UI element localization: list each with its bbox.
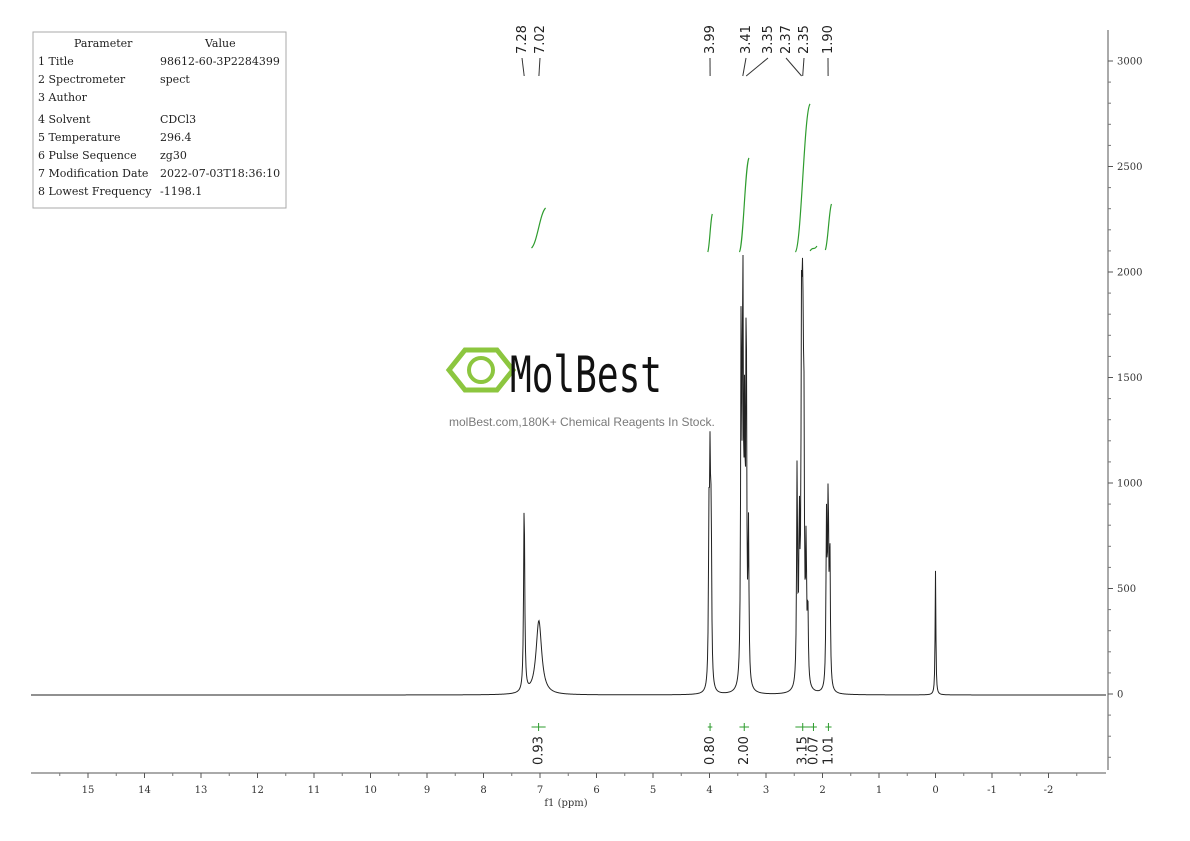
integral-value-label: 0.80	[703, 736, 718, 765]
x-tick-label: 10	[364, 785, 377, 796]
parameter-row-value: 296.4	[160, 131, 192, 144]
parameter-row-value: -1198.1	[160, 185, 202, 198]
integral-curve	[738, 157, 750, 253]
integral-value-label: 0.07	[806, 736, 821, 765]
x-tick-label: 4	[706, 785, 712, 796]
parameter-row-label: 2 Spectrometer	[38, 73, 126, 86]
parameter-row-label: 4 Solvent	[38, 113, 91, 126]
integral-curve	[794, 103, 811, 253]
parameter-rows: 1 Title 98612-60-3P2284399 2 Spectrometer s…	[38, 55, 280, 198]
parameter-header: Parameter	[74, 37, 133, 50]
x-tick-label: 7	[537, 785, 543, 796]
integral-curve	[809, 245, 818, 252]
spectrum-trace	[31, 254, 1106, 696]
integral-value-label: 1.01	[821, 736, 836, 765]
x-tick-label: -1	[987, 785, 997, 796]
benzene-logo-icon	[445, 347, 517, 393]
peak-label: 7.28	[515, 25, 530, 54]
watermark-tagline: molBest.com,180K+ Chemical Reagents In S…	[449, 415, 715, 429]
integral-labels: 0.93 0.80 2.00 3.150.07 1.01	[531, 723, 836, 765]
parameter-table: Parameter Value 1 Title 98612-60-3P228439…	[32, 31, 287, 209]
peak-label: 3.35	[761, 25, 776, 54]
x-tick-label: 1	[876, 785, 882, 796]
integral-curve	[531, 207, 547, 249]
y-tick-label: 1500	[1117, 373, 1142, 384]
y-tick-label: 1000	[1117, 479, 1142, 490]
x-tick-label: 2	[819, 785, 825, 796]
peak-label: 7.02	[533, 25, 548, 54]
y-tick-label: 2500	[1117, 162, 1142, 173]
parameter-row-label: 1 Title	[38, 55, 74, 68]
x-tick-label: 12	[251, 785, 264, 796]
peak-label-leader	[521, 57, 525, 77]
x-tick-label: -2	[1044, 785, 1054, 796]
peak-label: 3.99	[703, 25, 718, 54]
peak-label-leader	[538, 57, 541, 77]
parameter-row-value: spect	[160, 73, 190, 86]
y-tick-label: 2000	[1117, 268, 1142, 279]
y-axis: 0 500 1000 1500 2000 2500 3000	[1107, 30, 1142, 770]
x-tick-label: 15	[82, 785, 95, 796]
peak-label: 1.90	[821, 25, 836, 54]
y-tick-label: 0	[1117, 690, 1123, 701]
peak-label: 2.35	[797, 25, 812, 54]
parameter-row-label: 3 Author	[38, 91, 88, 104]
parameter-row-value: 98612-60-3P2284399	[160, 55, 280, 68]
x-tick-label: 3	[763, 785, 769, 796]
parameter-row-value: zg30	[160, 149, 187, 162]
integral-value-label: 0.93	[532, 736, 547, 765]
value-header: Value	[204, 37, 236, 50]
x-axis-ticks: 15 14 13 12 11 10 9 8 7 6 5 4 3 2 1 0 -1 -2	[59, 773, 1078, 796]
x-tick-label: 8	[480, 785, 486, 796]
peak-label-leader	[785, 57, 802, 77]
parameter-row-value: CDCl3	[160, 113, 196, 126]
x-tick-label: 9	[424, 785, 430, 796]
integral-curve	[824, 203, 833, 251]
integral-curves	[531, 103, 833, 253]
y-tick-label: 500	[1117, 584, 1136, 595]
peak-label-leader	[745, 57, 769, 77]
x-tick-label: 6	[593, 785, 599, 796]
parameter-row-label: 6 Pulse Sequence	[38, 149, 137, 162]
x-tick-label: 11	[308, 785, 321, 796]
molbest-watermark: MolBest molBest.com,180K+ Chemical Reage…	[445, 346, 715, 429]
peak-labels: 7.28 7.02 3.99 3.41 3.35 2.37 2.35 1.90	[515, 25, 836, 77]
parameter-row-label: 8 Lowest Frequency	[38, 185, 152, 198]
x-tick-label: 0	[932, 785, 938, 796]
integral-value-label: 3.15	[796, 736, 811, 765]
integral-curve	[707, 213, 713, 253]
y-axis-ticks: 0 500 1000 1500 2000 2500 3000	[1108, 57, 1142, 758]
watermark-name: MolBest	[510, 346, 662, 404]
x-axis: 15 14 13 12 11 10 9 8 7 6 5 4 3 2 1 0 -1 -2 f1 (ppm)	[31, 772, 1106, 809]
peak-label-leader	[742, 57, 747, 77]
x-axis-label: f1 (ppm)	[544, 798, 587, 809]
parameter-table-border	[32, 31, 287, 209]
parameter-row-label: 7 Modification Date	[38, 167, 148, 180]
x-tick-label: 5	[650, 785, 656, 796]
peak-label: 3.41	[739, 25, 754, 54]
integral-value-label: 2.00	[737, 736, 752, 765]
y-tick-label: 3000	[1117, 57, 1142, 68]
peak-label: 2.37	[779, 25, 794, 54]
x-tick-label: 13	[195, 785, 208, 796]
peak-label-leader	[802, 57, 805, 77]
parameter-row-label: 5 Temperature	[38, 131, 121, 144]
parameter-row-value: 2022-07-03T18:36:10	[160, 167, 280, 180]
x-tick-label: 14	[138, 785, 151, 796]
